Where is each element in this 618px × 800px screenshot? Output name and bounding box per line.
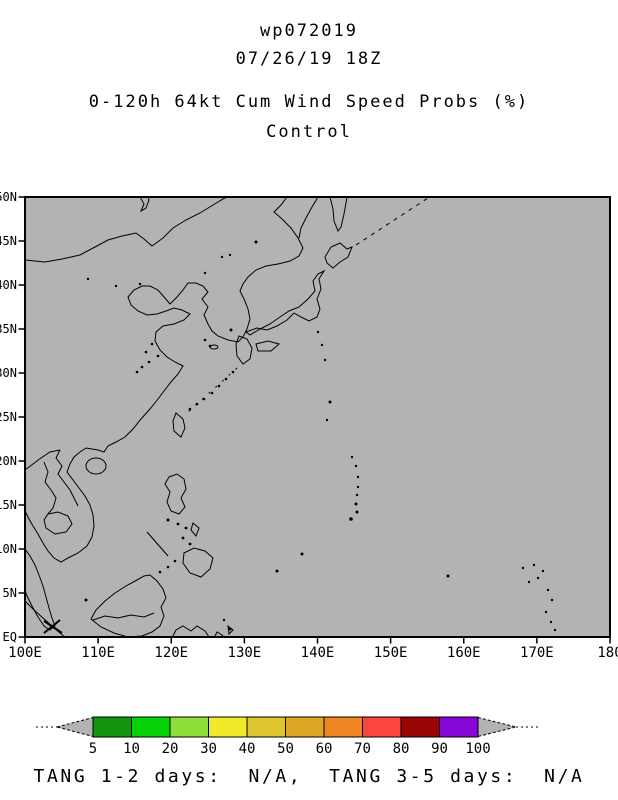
colorbar-legend: 5 10 20 30 40 50 60 70 80 90 100	[36, 716, 541, 757]
lat-tick-label: 15N	[0, 498, 17, 512]
tang-status-text: TANG 1-2 days: N/A, TANG 3-5 days: N/A	[33, 766, 585, 787]
colorbar-segments: 5 10 20 30 40 50 60 70 80 90 100	[89, 716, 491, 757]
lon-tick-label: 160E	[447, 645, 481, 661]
latitude-axis: 50N 45N 40N 35N 30N 25N 20N 15N 10N 5N EQ	[0, 190, 25, 644]
lon-tick-label: 120E	[154, 645, 188, 661]
colorbar-tick-label: 30	[200, 741, 217, 757]
lat-tick-label: 30N	[0, 366, 17, 380]
lat-tick-label: 20N	[0, 454, 17, 468]
colorbar-segment	[323, 716, 363, 738]
colorbar-segment	[285, 716, 325, 738]
colorbar-tick-label: 20	[162, 741, 179, 757]
colorbar-segment	[400, 716, 440, 738]
lat-tick-label: EQ	[3, 630, 17, 644]
colorbar-tick-label: 50	[277, 741, 294, 757]
colorbar-segment	[92, 716, 132, 738]
colorbar-tick-label: 70	[354, 741, 371, 757]
colorbar-left-arrow	[55, 716, 94, 738]
colorbar-segment	[131, 716, 171, 738]
coastline-paths	[24, 196, 429, 639]
colorbar-tick-label: 10	[123, 741, 140, 757]
colorbar-tick-label: 5	[89, 741, 97, 757]
lat-tick-label: 35N	[0, 322, 17, 336]
colorbar-right-arrow	[477, 716, 517, 738]
lon-tick-label: 110E	[81, 645, 115, 661]
lon-tick-label: 170E	[520, 645, 554, 661]
colorbar-segment	[362, 716, 402, 738]
lon-tick-label: 140E	[301, 645, 335, 661]
lat-tick-label: 40N	[0, 278, 17, 292]
islet-dots	[84, 240, 557, 632]
colorbar-tick-label: 80	[393, 741, 410, 757]
lat-tick-label: 5N	[3, 586, 17, 600]
colorbar-tick-label: 40	[239, 741, 256, 757]
chart-title: 0-120h 64kt Cum Wind Speed Probs (%)	[88, 92, 530, 112]
storm-id-title: wp072019	[260, 21, 358, 41]
colorbar-segment	[169, 716, 209, 738]
lon-tick-label: 180	[597, 645, 618, 661]
lat-tick-label: 25N	[0, 410, 17, 424]
lon-tick-label: 150E	[374, 645, 408, 661]
colorbar-tick-label: 90	[431, 741, 448, 757]
colorbar-segment	[439, 716, 479, 738]
colorbar-tick-label: 60	[316, 741, 333, 757]
map-background	[25, 197, 610, 637]
longitude-axis: 100E 110E 120E 130E 140E 150E 160E 170E 180	[8, 637, 618, 661]
colorbar-segment	[246, 716, 286, 738]
lat-tick-label: 10N	[0, 542, 17, 556]
lat-tick-label: 45N	[0, 234, 17, 248]
lat-tick-label: 50N	[0, 190, 17, 204]
colorbar-tick-label: 100	[465, 741, 490, 757]
lon-tick-label: 100E	[8, 645, 42, 661]
chart-subtitle: Control	[266, 122, 352, 142]
colorbar-segment	[208, 716, 248, 738]
init-datetime: 07/26/19 18Z	[235, 49, 383, 69]
lon-tick-label: 130E	[228, 645, 262, 661]
